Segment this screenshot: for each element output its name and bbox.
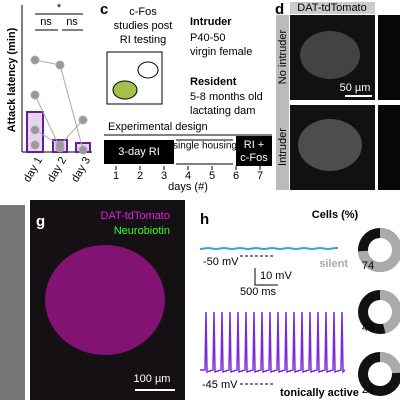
heading: Resident [190, 76, 237, 88]
header: DAT-tdTomato [297, 2, 367, 14]
y-label: Attack latency (min) [6, 27, 18, 132]
day-label: 5 [209, 170, 215, 182]
day-label: 1 [113, 170, 119, 182]
x-label: day 3 [69, 155, 93, 184]
state-label: tonically active [280, 387, 359, 399]
pie-label: 24 [362, 384, 374, 396]
day-label: 7 [257, 170, 263, 182]
study: RI testing [120, 34, 166, 46]
phase [176, 139, 233, 165]
day-label: 2 [137, 170, 143, 182]
panel-letter: g [36, 213, 45, 230]
points [30, 55, 88, 155]
pie-hole [368, 300, 392, 324]
panel-letter: h [200, 211, 209, 228]
cells-label: Cells (%) [312, 209, 359, 221]
trace [199, 246, 338, 251]
mouse [137, 61, 159, 79]
phase-label: RI + [244, 139, 264, 151]
row-label: Intruder [277, 128, 289, 166]
phase-label: 3-day RI [118, 146, 160, 158]
study: c-Fos [129, 6, 157, 18]
micrograph [0, 205, 25, 400]
pie-hole [368, 238, 392, 262]
day-label: 3 [161, 170, 167, 182]
header-bg [290, 2, 375, 14]
pie-wedge [358, 228, 400, 272]
sig: ns [40, 16, 52, 28]
mv-label: -45 mV [202, 379, 238, 391]
pie-label: 46 [362, 322, 374, 334]
phase-label: c-Fos [240, 152, 268, 164]
mouse [112, 80, 138, 100]
scale-label: 100 µm [134, 373, 171, 385]
scale-label: 50 µm [340, 82, 371, 94]
text: 5-8 months old [190, 91, 263, 103]
axis-label: days (#) [168, 181, 208, 193]
x-label: day 1 [21, 155, 45, 184]
micrograph [378, 105, 400, 190]
scale-label: 500 ms [240, 286, 277, 298]
cage [106, 51, 163, 105]
scale-label: 10 mV [260, 270, 292, 282]
phase-label: single housing [173, 141, 237, 152]
label: Neurobiotin [114, 225, 170, 237]
cells [45, 245, 165, 355]
study: studies post [114, 20, 173, 32]
phase [236, 136, 272, 166]
cells [300, 31, 360, 79]
day-label: 4 [185, 170, 191, 182]
row-label: No intruder [277, 29, 289, 84]
scale-bar [254, 268, 278, 286]
panel-letter: c [100, 1, 108, 18]
phase [104, 140, 174, 164]
sig: * [57, 2, 62, 14]
text: lactating dam [190, 105, 255, 117]
text: virgin female [190, 46, 252, 58]
text: P40-50 [190, 32, 225, 44]
pie-hole [368, 362, 392, 386]
mv-label: -50 mV [203, 256, 239, 268]
state-label: silent [319, 258, 348, 270]
trace [200, 311, 346, 374]
pie-label: 74 [362, 260, 374, 272]
heading: Experimental design [108, 121, 208, 133]
row-bg [276, 15, 289, 190]
label: DAT-tdTomato [101, 210, 171, 222]
sig-bracket [35, 13, 83, 31]
heading: Intruder [190, 16, 232, 28]
sig: ns [66, 16, 78, 28]
x-label: day 2 [45, 155, 69, 184]
micrograph [378, 15, 400, 100]
panel-letter: d [275, 1, 284, 18]
day-label: 6 [233, 170, 239, 182]
cells [298, 119, 362, 171]
